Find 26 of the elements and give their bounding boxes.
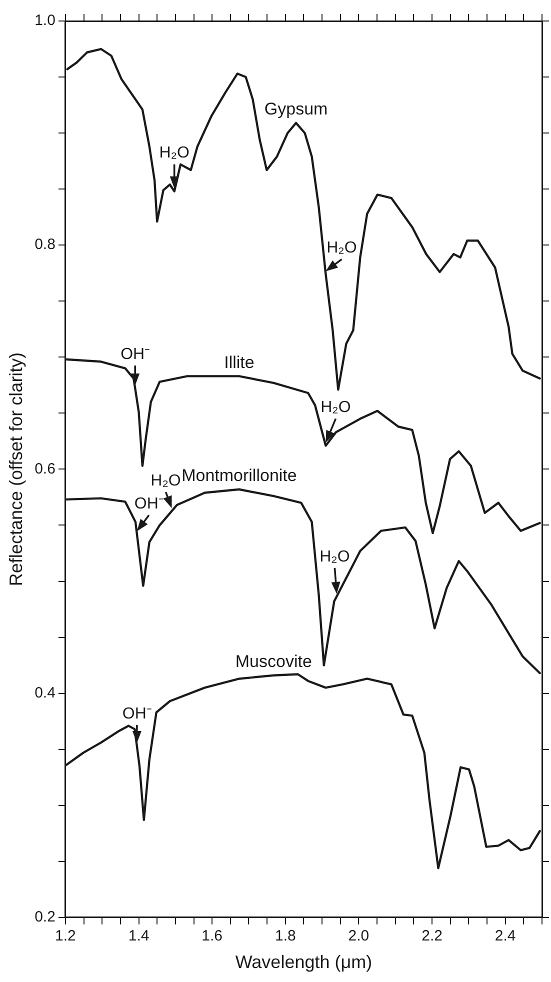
x-tick-label: 1.6 (202, 928, 223, 945)
annotation: OH⁻ (120, 346, 150, 363)
x-tick-label: 2.0 (348, 928, 370, 945)
annotation: H₂O (326, 240, 357, 257)
annotation: OH⁻ (134, 496, 164, 513)
series-label: Gypsum (264, 100, 328, 119)
y-tick-label: 0.8 (34, 236, 56, 254)
annotation: H₂O (150, 472, 181, 490)
y-axis-title: Reflectance (offset for clarity) (6, 352, 26, 586)
annotation: H₂O (320, 399, 351, 416)
y-tick-label: 0.4 (34, 684, 56, 702)
x-tick-label: 1.8 (274, 928, 296, 945)
annotation: OH⁻ (122, 705, 152, 722)
x-tick-label: 2.4 (494, 928, 516, 945)
x-tick-label: 1.4 (128, 928, 150, 945)
x-tick-label: 2.2 (422, 928, 442, 945)
y-tick-label: 0.6 (34, 460, 56, 478)
annotation: H₂O (320, 548, 350, 566)
series-label: Illite (224, 352, 254, 372)
x-tick-label: 1.2 (55, 928, 76, 945)
y-tick-label: 0.2 (34, 908, 56, 926)
series-label: Montmorillonite (182, 466, 297, 486)
series-label: Muscovite (235, 652, 312, 672)
annotation: H₂O (159, 144, 190, 162)
x-axis-title: Wavelength (μm) (235, 952, 372, 972)
y-tick-label: 1.0 (34, 12, 56, 30)
